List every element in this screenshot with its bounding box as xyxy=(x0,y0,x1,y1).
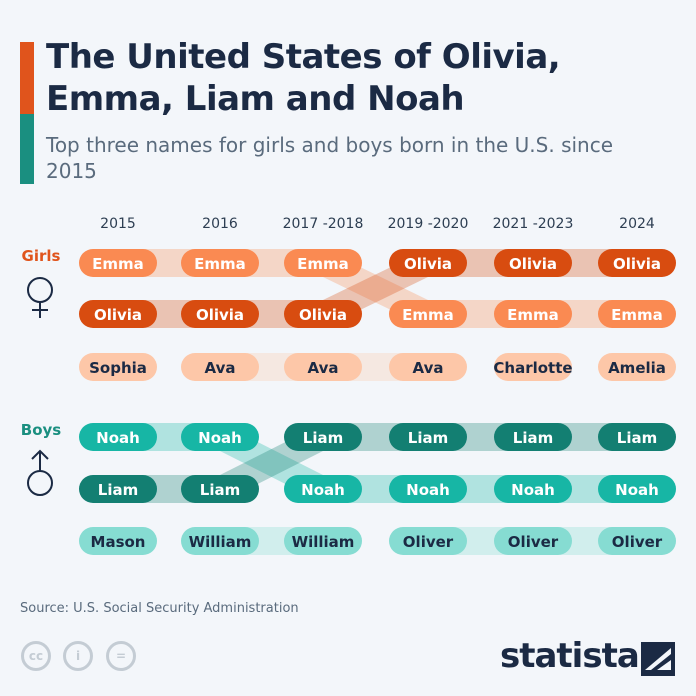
name-label: Ava xyxy=(308,359,339,377)
name-pill xyxy=(389,249,467,277)
name-pill xyxy=(284,249,362,277)
name-label: Noah xyxy=(301,481,345,499)
column-header: 2021 -2023 xyxy=(493,216,574,232)
name-pill xyxy=(494,300,572,328)
name-label: Liam xyxy=(408,429,448,447)
name-label: William xyxy=(292,533,355,551)
name-pill xyxy=(284,300,362,328)
name-pill xyxy=(181,300,259,328)
name-label: Noah xyxy=(511,481,555,499)
name-pill xyxy=(494,249,572,277)
name-pill xyxy=(181,353,259,381)
name-pill xyxy=(389,475,467,503)
column-header: 2019 -2020 xyxy=(388,216,469,232)
name-pill xyxy=(494,423,572,451)
name-label: Charlotte xyxy=(493,359,572,377)
name-label: William xyxy=(189,533,252,551)
name-label: Liam xyxy=(303,429,343,447)
name-label: Noah xyxy=(615,481,659,499)
name-pill xyxy=(79,475,157,503)
name-label: Sophia xyxy=(89,359,147,377)
name-pill xyxy=(598,249,676,277)
male-symbol-arrow xyxy=(31,449,49,471)
male-symbol-icon xyxy=(27,470,53,496)
name-label: Oliver xyxy=(508,533,559,551)
female-symbol-cross xyxy=(32,302,48,318)
female-symbol-icon xyxy=(27,277,53,303)
name-pill xyxy=(284,423,362,451)
name-label: Ava xyxy=(205,359,236,377)
name-pill xyxy=(79,527,157,555)
ranking-chart: 2015 2016 2017 -2018 2019 -2020 2021 -2023 20… xyxy=(21,216,676,555)
accent-bar-teal xyxy=(20,114,34,184)
name-label: Emma xyxy=(297,255,349,273)
name-label: Noah xyxy=(406,481,450,499)
name-label: Emma xyxy=(194,255,246,273)
name-label: Olivia xyxy=(196,306,244,324)
name-label: Amelia xyxy=(608,359,666,377)
name-label: Oliver xyxy=(612,533,663,551)
group-label: Boys xyxy=(21,421,62,439)
name-label: Emma xyxy=(402,306,454,324)
name-pill xyxy=(494,527,572,555)
name-pill xyxy=(598,353,676,381)
name-pill xyxy=(284,527,362,555)
name-label: Emma xyxy=(92,255,144,273)
name-pill xyxy=(79,423,157,451)
statista-logo[interactable]: statista xyxy=(500,636,640,676)
name-pill xyxy=(389,527,467,555)
cc-license-icon[interactable]: cc xyxy=(21,641,51,671)
name-pill xyxy=(598,527,676,555)
name-pill xyxy=(181,527,259,555)
name-label: Liam xyxy=(513,429,553,447)
accent-bar-orange xyxy=(20,42,34,114)
cc-attribution-icon[interactable]: i xyxy=(63,641,93,671)
name-label: Emma xyxy=(507,306,559,324)
name-label: Ava xyxy=(413,359,444,377)
cc-noderivs-icon[interactable]: = xyxy=(106,641,136,671)
name-pill xyxy=(284,475,362,503)
name-pill xyxy=(181,475,259,503)
name-label: Oliver xyxy=(403,533,454,551)
name-pill xyxy=(598,423,676,451)
name-pill xyxy=(181,249,259,277)
name-pill xyxy=(389,300,467,328)
name-pill xyxy=(79,353,157,381)
group-label: Girls xyxy=(22,247,61,265)
name-pill xyxy=(79,249,157,277)
name-label: Liam xyxy=(617,429,657,447)
name-label: Olivia xyxy=(509,255,557,273)
column-header: 2017 -2018 xyxy=(283,216,364,232)
name-label: Mason xyxy=(91,533,146,551)
column-header: 2016 xyxy=(202,216,238,232)
page-subtitle: Top three names for girls and boys born … xyxy=(46,133,614,183)
name-label: Olivia xyxy=(613,255,661,273)
name-label: Noah xyxy=(198,429,242,447)
name-label: Noah xyxy=(96,429,140,447)
name-pill xyxy=(598,475,676,503)
name-label: Olivia xyxy=(404,255,452,273)
name-pill xyxy=(79,300,157,328)
source-note: Source: U.S. Social Security Administrat… xyxy=(20,601,299,616)
statista-logo-mark-icon xyxy=(641,642,675,676)
name-pill xyxy=(389,353,467,381)
name-label: Liam xyxy=(98,481,138,499)
name-pill xyxy=(494,353,572,381)
page-title: The United States of Olivia, Emma, Liam … xyxy=(46,37,561,119)
name-pill xyxy=(389,423,467,451)
name-pill xyxy=(284,353,362,381)
column-header: 2024 xyxy=(619,216,655,232)
name-label: Olivia xyxy=(94,306,142,324)
name-pill xyxy=(494,475,572,503)
name-label: Olivia xyxy=(299,306,347,324)
name-pill xyxy=(598,300,676,328)
name-pill xyxy=(181,423,259,451)
name-label: Liam xyxy=(200,481,240,499)
column-header: 2015 xyxy=(100,216,136,232)
name-label: Emma xyxy=(611,306,663,324)
